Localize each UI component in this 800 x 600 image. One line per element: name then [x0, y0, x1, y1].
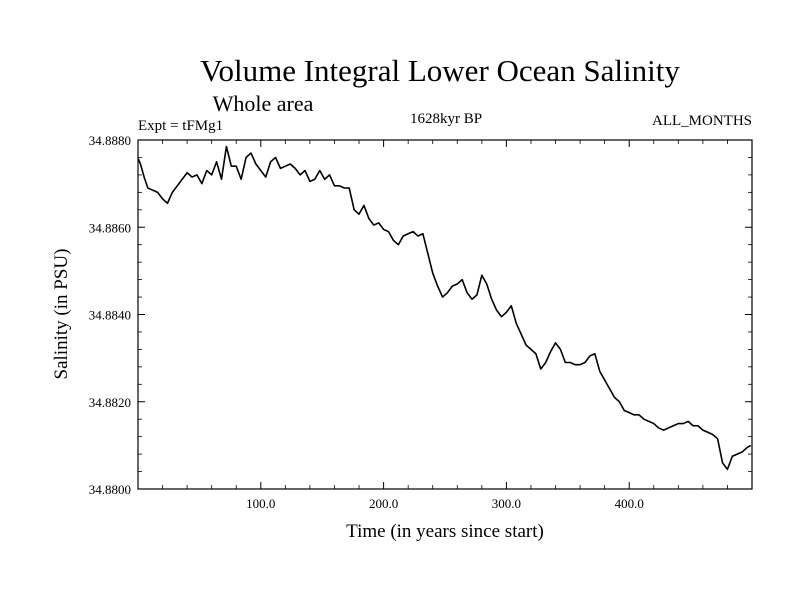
chart-title: Volume Integral Lower Ocean Salinity	[200, 53, 680, 88]
y-tick-label: 34.8800	[89, 482, 131, 497]
y-tick-label: 34.8840	[89, 308, 131, 323]
period-label: 1628kyr BP	[410, 111, 482, 127]
x-tick-label: 200.0	[369, 496, 398, 511]
chart-subtitle: Whole area	[213, 91, 314, 116]
plot-frame	[137, 139, 753, 490]
series-layer	[137, 145, 752, 471]
salinity-series-line	[137, 145, 752, 471]
x-tick-label: 100.0	[246, 496, 275, 511]
experiment-label: Expt = tFMg1	[138, 118, 223, 134]
y-tick-label: 34.8880	[89, 133, 131, 148]
y-tick-label: 34.8820	[89, 395, 131, 410]
x-axis: 100.0 200.0 300.0 400.0	[162, 140, 728, 511]
months-label: ALL_MONTHS	[652, 113, 752, 129]
x-axis-label: Time (in years since start)	[346, 521, 544, 542]
y-tick-label: 34.8860	[89, 220, 131, 235]
x-tick-label: 300.0	[492, 496, 521, 511]
y-axis: 34.8800 34.8820 34.8840 34.8860 34.8880	[89, 133, 752, 497]
y-axis-label: Salinity (in PSU)	[51, 249, 72, 380]
x-tick-label: 400.0	[615, 496, 644, 511]
